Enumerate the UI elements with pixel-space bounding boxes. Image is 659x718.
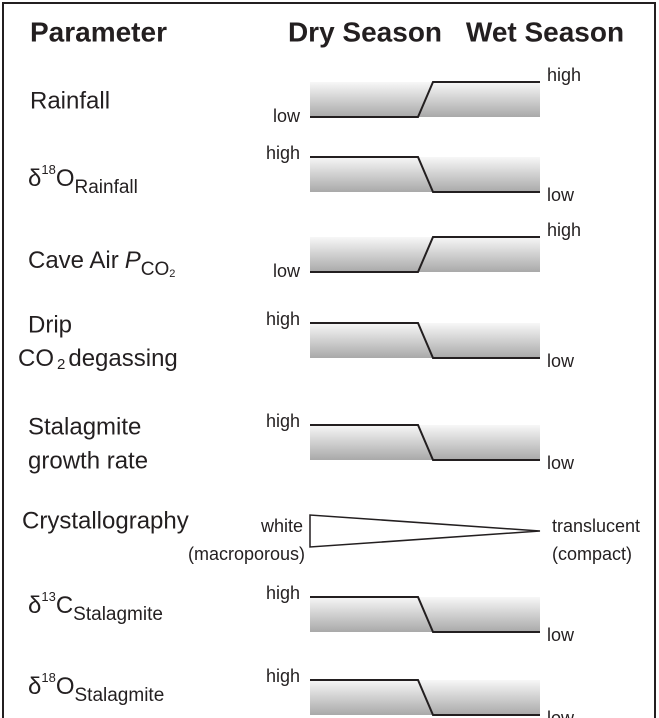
right-label: high (547, 220, 581, 240)
row-label: CO 2 degassing (18, 345, 178, 373)
right-label: low (547, 453, 575, 473)
level-line (310, 156, 540, 193)
sub: Stalagmite (75, 685, 165, 706)
sub: Stalagmite (73, 604, 163, 625)
symbol: δ (28, 592, 41, 619)
right-label: low (547, 708, 575, 718)
right-label: translucent (552, 516, 640, 536)
text: Cave Air (28, 247, 119, 274)
row-label: Stalagmite (28, 413, 141, 440)
sub: Rainfall (75, 177, 138, 198)
rest: degassing (68, 345, 177, 372)
row-label: Rainfall (30, 87, 110, 114)
left-label: white (260, 516, 303, 536)
symbol: δ (28, 165, 41, 192)
level-line (310, 424, 540, 461)
level-line (310, 322, 540, 359)
right-label: low (547, 351, 575, 371)
left-label: low (273, 106, 301, 126)
sup: 13 (41, 589, 55, 604)
symbol: δ (28, 673, 41, 700)
italic: P (125, 247, 141, 274)
row-label: δ18ORainfall (28, 162, 138, 198)
header-dry: Dry Season (288, 16, 442, 47)
row-label: Drip (28, 311, 72, 338)
left-label: high (266, 309, 300, 329)
left-label: high (266, 666, 300, 686)
row-label: growth rate (28, 447, 148, 474)
right-label: high (547, 65, 581, 85)
right-note: (compact) (552, 544, 632, 564)
row-label: Cave Air PCO2 (28, 247, 175, 280)
header-wet: Wet Season (466, 16, 624, 47)
left-label: high (266, 411, 300, 431)
left-label: low (273, 261, 301, 281)
row-label: δ13CStalagmite (28, 589, 163, 625)
sup: 18 (41, 162, 55, 177)
left-label: high (266, 583, 300, 603)
taper (309, 514, 541, 548)
right-label: low (547, 625, 575, 645)
base: O (56, 165, 75, 192)
sub: 2 (57, 356, 65, 373)
header-parameter: Parameter (30, 16, 167, 47)
sub: CO (141, 259, 170, 280)
sup: 18 (41, 670, 55, 685)
level-line (310, 596, 540, 633)
right-label: low (547, 185, 575, 205)
level-line (310, 679, 540, 716)
base: C (56, 592, 73, 619)
level-line (310, 81, 540, 118)
base: O (56, 673, 75, 700)
row-label: Crystallography (22, 507, 189, 534)
level-line (310, 236, 540, 273)
row-label: δ18OStalagmite (28, 670, 164, 706)
left-note: (macroporous) (188, 544, 305, 564)
base: CO (18, 345, 54, 372)
left-label: high (266, 143, 300, 163)
subsub: 2 (169, 268, 175, 280)
